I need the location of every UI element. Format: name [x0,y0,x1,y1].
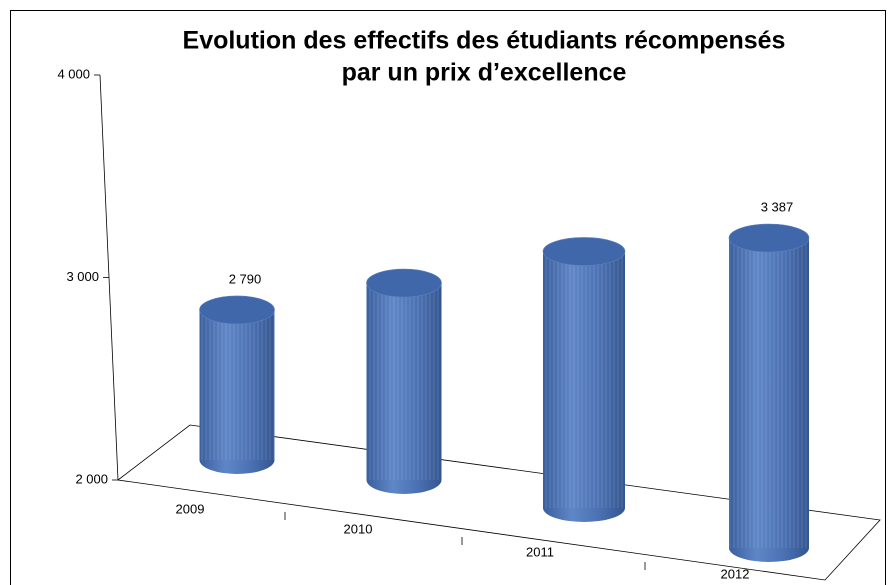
cylinder-top [199,295,275,325]
y-tick-label: 2 000 [75,471,108,486]
y-tick-label: 4 000 [57,66,90,81]
data-label: 3 387 [761,199,794,214]
cylinder-top [542,237,626,266]
cylinder-texture [729,238,809,548]
chart-title: Evolution des effectifs des étudiants ré… [183,27,786,55]
data-label: 2 790 [229,271,262,286]
x-tick-label: 2011 [526,544,554,559]
cylinder-top [728,223,810,253]
x-tick-label: 2010 [344,521,373,536]
x-tick-label: 2012 [721,566,750,581]
y-tick-label: 3 000 [66,269,99,284]
cylinder-texture [366,283,442,480]
cylinder-top [366,268,442,298]
chart-border [10,10,886,585]
cylinder-texture [199,309,275,460]
x-tick-label: 2009 [176,501,205,516]
cylinder-texture [543,251,625,509]
chart-title: par un prix d’excellence [342,59,627,87]
